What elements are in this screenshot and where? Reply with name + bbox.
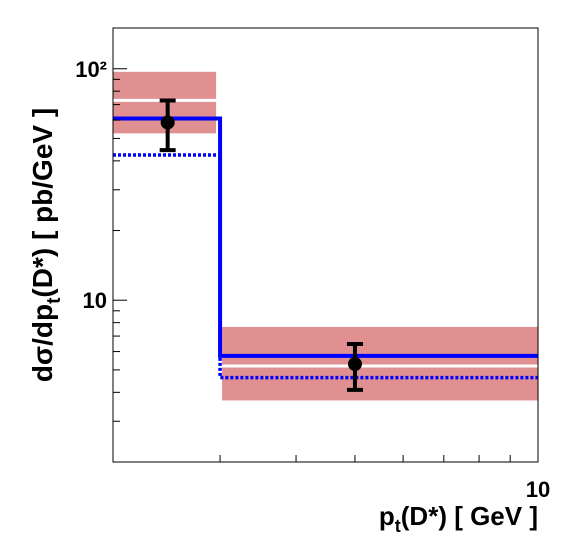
data-point	[160, 115, 175, 130]
y-tick-label: 10²	[75, 57, 107, 82]
y-label-sub: t	[44, 297, 65, 304]
data-point	[347, 357, 362, 372]
x-axis-label: pt(D*) [ GeV ]	[379, 501, 538, 536]
x-label-sub: t	[395, 516, 401, 536]
prediction-line	[113, 116, 538, 358]
theory-band	[222, 326, 538, 401]
plot-frame	[112, 27, 539, 463]
y-label-part: (D*) [ pb/GeV ]	[27, 108, 58, 298]
y-label-part: dσ/dp	[27, 304, 58, 382]
y-axis-label: dσ/dpt(D*) [ pb/GeV ]	[27, 108, 65, 382]
y-tick-label: 10	[83, 288, 107, 313]
x-label-part: (D*) [ GeV ]	[401, 501, 538, 531]
x-tick-label: 10	[526, 477, 550, 502]
x-label-part: p	[379, 501, 395, 531]
